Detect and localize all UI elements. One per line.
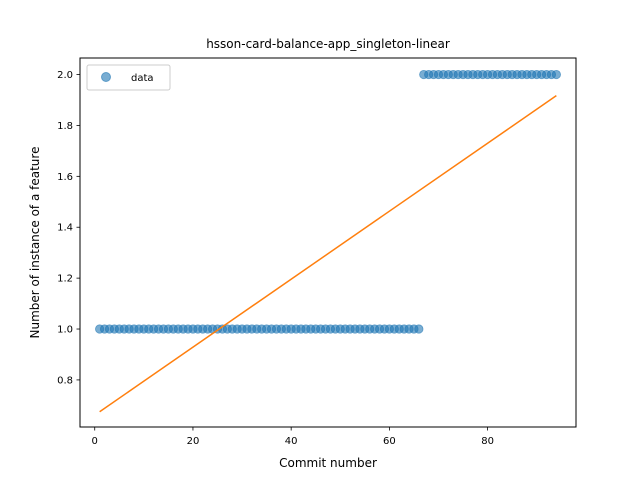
legend: data	[87, 65, 170, 90]
y-tick-label: 1.0	[57, 325, 73, 336]
y-tick-label: 1.4	[57, 223, 73, 234]
x-tick-label: 80	[481, 436, 494, 447]
legend-box	[87, 65, 170, 90]
x-tick-label: 0	[92, 436, 98, 447]
data-point	[552, 70, 560, 78]
data-point	[415, 325, 423, 333]
y-tick-label: 1.6	[57, 172, 73, 183]
x-tick-label: 20	[187, 436, 200, 447]
x-tick-label: 40	[285, 436, 298, 447]
y-axis-label: Number of instance of a feature	[28, 147, 42, 339]
legend-marker	[102, 73, 111, 82]
y-tick-label: 2.0	[57, 70, 73, 81]
chart-title: hsson-card-balance-app_singleton-linear	[206, 37, 450, 51]
y-tick-label: 1.8	[57, 121, 73, 132]
x-tick-label: 60	[383, 436, 396, 447]
y-tick-label: 1.2	[57, 274, 73, 285]
y-tick-label: 0.8	[57, 375, 73, 386]
x-axis-label: Commit number	[279, 456, 377, 470]
legend-label-data: data	[131, 73, 154, 84]
